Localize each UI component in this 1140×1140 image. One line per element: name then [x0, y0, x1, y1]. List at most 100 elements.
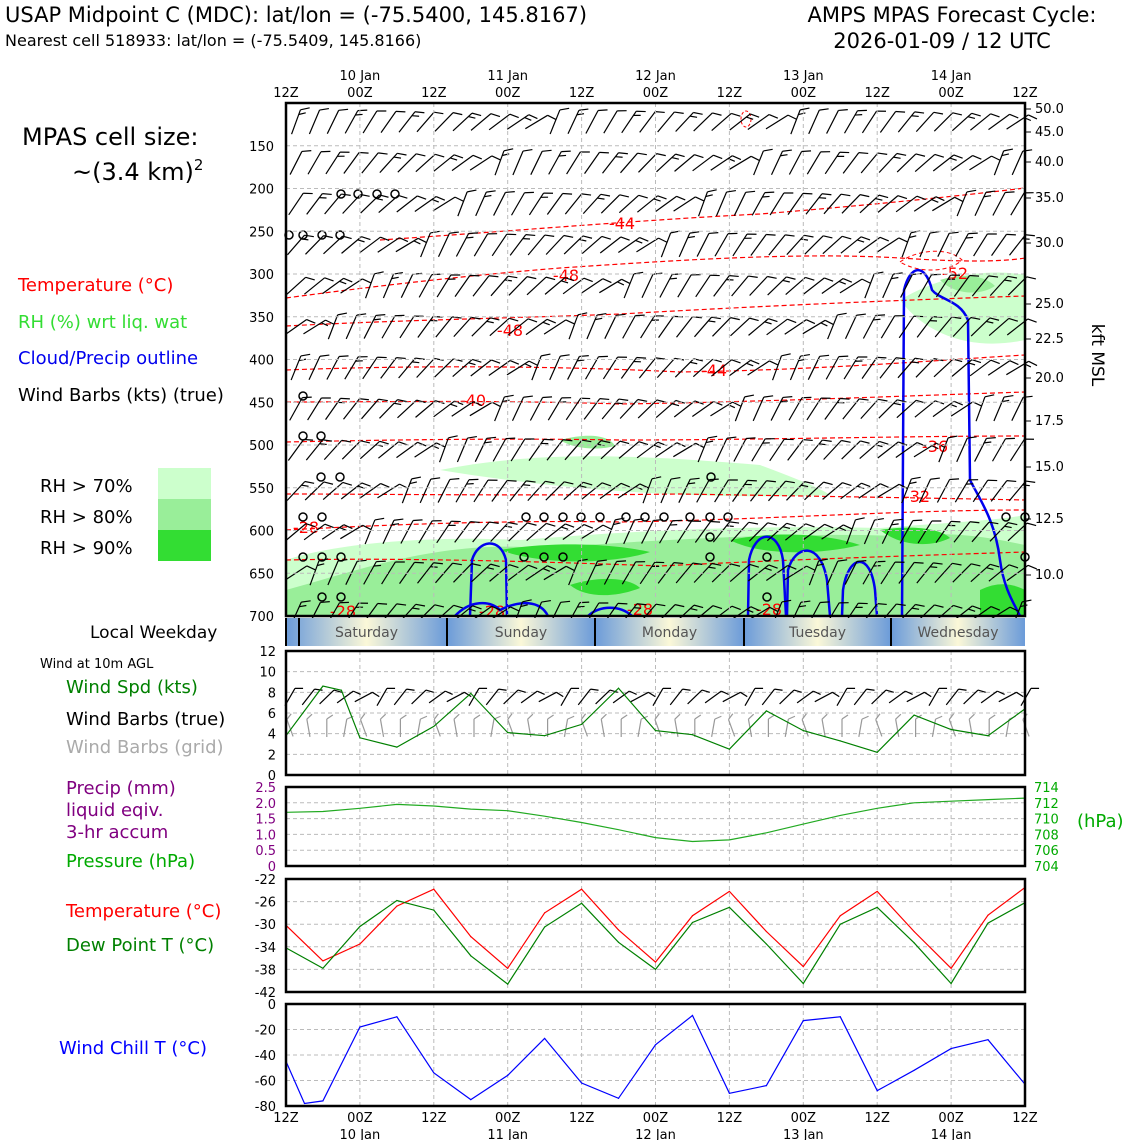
wind-barb-grid [821, 713, 828, 737]
wind-barb [474, 436, 497, 462]
bottom-time-tick: 12Z [421, 1111, 447, 1126]
cell-size-value: ~(3.4 km)2 [72, 156, 203, 186]
wind-barb [289, 149, 312, 175]
wind-barb [824, 151, 850, 175]
wind-barb [951, 154, 982, 171]
wind-speed-line-point [802, 729, 804, 732]
wind-barb-true [722, 691, 748, 703]
wind-barb-grid [473, 714, 481, 737]
rh-shading [440, 456, 830, 497]
wind-barb [897, 111, 925, 133]
wind-barb [880, 315, 905, 339]
wind-barb [490, 275, 518, 297]
wind-barb-grid [931, 715, 943, 737]
calm-wind-circle [298, 552, 308, 562]
wind-barb [602, 356, 628, 380]
temperature-line-point [839, 915, 841, 917]
wind-barb [784, 319, 816, 335]
wind-barb [936, 478, 960, 503]
wind-speed-line-point [581, 723, 583, 725]
wind-barb-true [393, 688, 415, 706]
top-date-label: 10 Jan [340, 69, 381, 84]
wind-speed-line-point [617, 687, 620, 689]
top-date-label: 13 Jan [783, 69, 824, 84]
wind-barb [769, 438, 794, 462]
title-left: USAP Midpoint C (MDC): lat/lon = (-75.54… [5, 3, 587, 27]
wind-barb [340, 524, 372, 540]
wind-barb [696, 231, 719, 257]
wind-barb-true [284, 687, 304, 706]
calm-wind-circle [640, 512, 650, 522]
wind-barb-true [980, 690, 1005, 704]
wind-barb [971, 275, 999, 297]
wind-barb [382, 518, 404, 545]
wind-barb [364, 271, 384, 299]
wind-barb [562, 523, 594, 540]
wind-barb [362, 356, 387, 380]
wind-barb [769, 192, 794, 216]
kft-tick-label: 22.5 [1035, 332, 1064, 347]
wind-barb-true [669, 688, 691, 706]
wind-barb [841, 440, 870, 460]
wind-barb [415, 153, 445, 173]
dewpoint-line-point [728, 906, 731, 908]
panel-y-tick-label: -34 [255, 941, 276, 956]
wind-barb [954, 479, 979, 503]
time-axis: 12Z 12Z 00Z 00Z 12Z 12Z 00Z 00Z 12Z 12Z 00Z 00Z 12Z 1… [273, 69, 1038, 1140]
temperature-contour [740, 110, 752, 128]
wind-barb [494, 394, 514, 422]
panel-y-tick-label: 0 [268, 998, 276, 1013]
wind-barb-true [1020, 687, 1040, 706]
wind-barb [471, 563, 500, 583]
wind-barb [731, 275, 758, 297]
wind-barb-true [446, 691, 472, 703]
wind-barb [415, 400, 445, 418]
calm-wind-circle [335, 472, 345, 482]
wind-barb [546, 439, 573, 461]
wind-barb [420, 230, 440, 258]
dewpoint-line-point [544, 926, 546, 928]
wind-barb [729, 563, 760, 582]
wind-barb [843, 109, 867, 134]
wind-barb [471, 317, 500, 337]
calm-wind-circle [521, 512, 531, 522]
windchill-line-point [691, 1014, 694, 1017]
wind-barb [751, 438, 775, 462]
wind-speed-line-point [544, 735, 546, 737]
pressure-tick-label: 712 [1034, 797, 1059, 812]
wind-barb [693, 112, 722, 132]
dewpoint-line-point [839, 923, 841, 925]
legend-wind: Wind Barbs (kts) (true) [18, 385, 224, 406]
temperature-line-point [396, 905, 398, 907]
precip-label-1: Precip (mm) [66, 778, 176, 799]
pressure-panel-frame [284, 785, 1027, 868]
wind-barb [932, 196, 964, 212]
wind-barb [437, 477, 460, 503]
wind-barb [879, 357, 906, 379]
wind-barb [525, 114, 557, 130]
wind-barb [786, 234, 814, 256]
windchill-line-point [396, 1016, 398, 1018]
wind-barb [433, 400, 464, 418]
bottom-time-tick: 12Z [569, 1111, 595, 1126]
wind-barb-grid [490, 715, 501, 737]
temperature-line-point [691, 915, 694, 917]
wind-barb-true [814, 691, 840, 703]
wind-barb [494, 148, 514, 176]
wind-barb [752, 395, 774, 422]
wind-barb [322, 277, 353, 295]
kft-tick-label: 40.0 [1035, 155, 1064, 170]
wind-barb [395, 237, 427, 253]
wind-barb [290, 353, 311, 381]
temperature-line-point [913, 930, 915, 933]
wind-barb [898, 561, 924, 584]
wind-barb [823, 193, 851, 215]
wind-barb [326, 355, 349, 380]
wind-barb [526, 276, 556, 296]
wind-barb [934, 316, 962, 338]
kft-label: kft MSL [1087, 324, 1107, 387]
calm-wind-circle [762, 592, 772, 602]
wind-barb [1006, 114, 1038, 130]
wind-barb [673, 196, 705, 212]
